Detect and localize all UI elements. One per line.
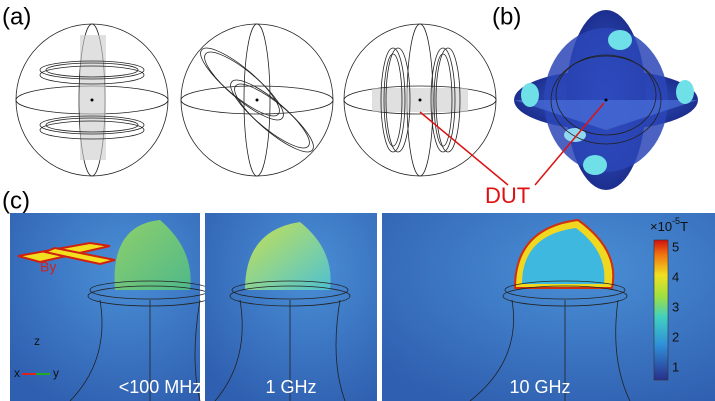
colorbar-tick-label: 5 [672,239,679,254]
axis-label: y [53,366,59,380]
caption: <100 MHz [119,377,202,397]
caption: 1 GHz [265,377,316,397]
sim-image: 10 GHz ×10-5T 1 2 3 4 5 [382,213,715,401]
sim-image: By z x y <100 MHz [10,213,212,401]
colorbar-tick-label: 3 [672,299,679,314]
sphere-vertical-coils [344,24,496,176]
colorbar-tick-label: 4 [672,269,679,284]
colorbar [654,240,668,380]
panel-label: (a) [2,3,31,30]
sphere-diagonal-coils [181,24,333,176]
sim-image: 1 GHz [205,213,377,401]
annotation: DUT [485,183,530,208]
caption: 10 GHz [509,377,570,397]
field-sphere [514,10,698,190]
colorbar-unit: ×10-5T [650,216,688,234]
colorbar-tick-label: 1 [672,359,679,374]
figure: (a) (b) (c) [0,0,715,401]
pointer [420,112,508,185]
axis-label: x [14,366,20,380]
sphere-horizontal-coils [16,24,168,176]
page: (a) (b) (c) [0,0,715,401]
colorbar-tick-label: 2 [672,329,679,344]
panel-label: (b) [492,3,521,30]
axis-label: z [34,334,40,348]
panel-label: (c) [2,187,30,214]
field-label: By [40,259,56,275]
